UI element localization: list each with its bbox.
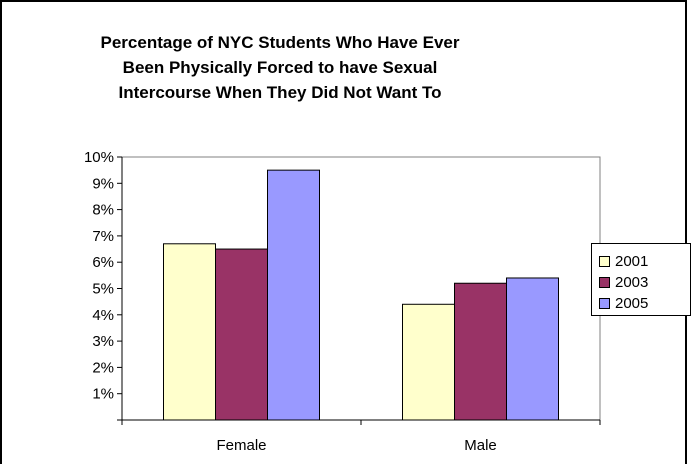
x-tick-label-female: Female bbox=[216, 437, 266, 454]
chart-title-line-2: Been Physically Forced to have Sexual bbox=[122, 58, 438, 77]
legend: 2001 2003 2005 bbox=[591, 243, 691, 316]
y-tick-label-3: 3% bbox=[92, 333, 114, 350]
legend-swatch-2001 bbox=[599, 255, 610, 267]
bar-female-2003 bbox=[215, 248, 268, 421]
chart-title-line-3: Intercourse When They Did Not Want To bbox=[118, 83, 442, 102]
chart-title-line-1: Percentage of NYC Students Who Have Ever bbox=[100, 33, 460, 52]
legend-label-2001: 2001 bbox=[615, 252, 649, 270]
chart-title: Percentage of NYC Students Who Have Ever… bbox=[70, 30, 490, 105]
y-tick-label-4: 4% bbox=[92, 307, 114, 324]
legend-item-2005: 2005 bbox=[599, 293, 648, 313]
bar-male-2001 bbox=[402, 303, 455, 421]
y-tick-label-7: 7% bbox=[92, 228, 114, 245]
legend-item-2003: 2003 bbox=[599, 272, 648, 292]
legend-swatch-2003 bbox=[599, 276, 610, 288]
y-tick-label-2: 2% bbox=[92, 359, 114, 376]
y-tick-label-8: 8% bbox=[92, 202, 114, 219]
legend-item-2001: 2001 bbox=[599, 251, 648, 271]
bar-female-2001 bbox=[163, 243, 216, 421]
y-tick-label-10: 10% bbox=[84, 149, 114, 166]
bar-female-2005 bbox=[267, 169, 320, 421]
y-tick-label-6: 6% bbox=[92, 254, 114, 271]
y-tick-label-1: 1% bbox=[92, 386, 114, 403]
y-tick-label-5: 5% bbox=[92, 281, 114, 298]
legend-label-2005: 2005 bbox=[615, 294, 649, 312]
x-tick-label-male: Male bbox=[464, 437, 497, 454]
bar-male-2005 bbox=[506, 277, 559, 421]
y-tick-label-9: 9% bbox=[92, 175, 114, 192]
legend-swatch-2005 bbox=[599, 297, 610, 309]
legend-label-2003: 2003 bbox=[615, 273, 649, 291]
bar-male-2003 bbox=[454, 282, 507, 421]
